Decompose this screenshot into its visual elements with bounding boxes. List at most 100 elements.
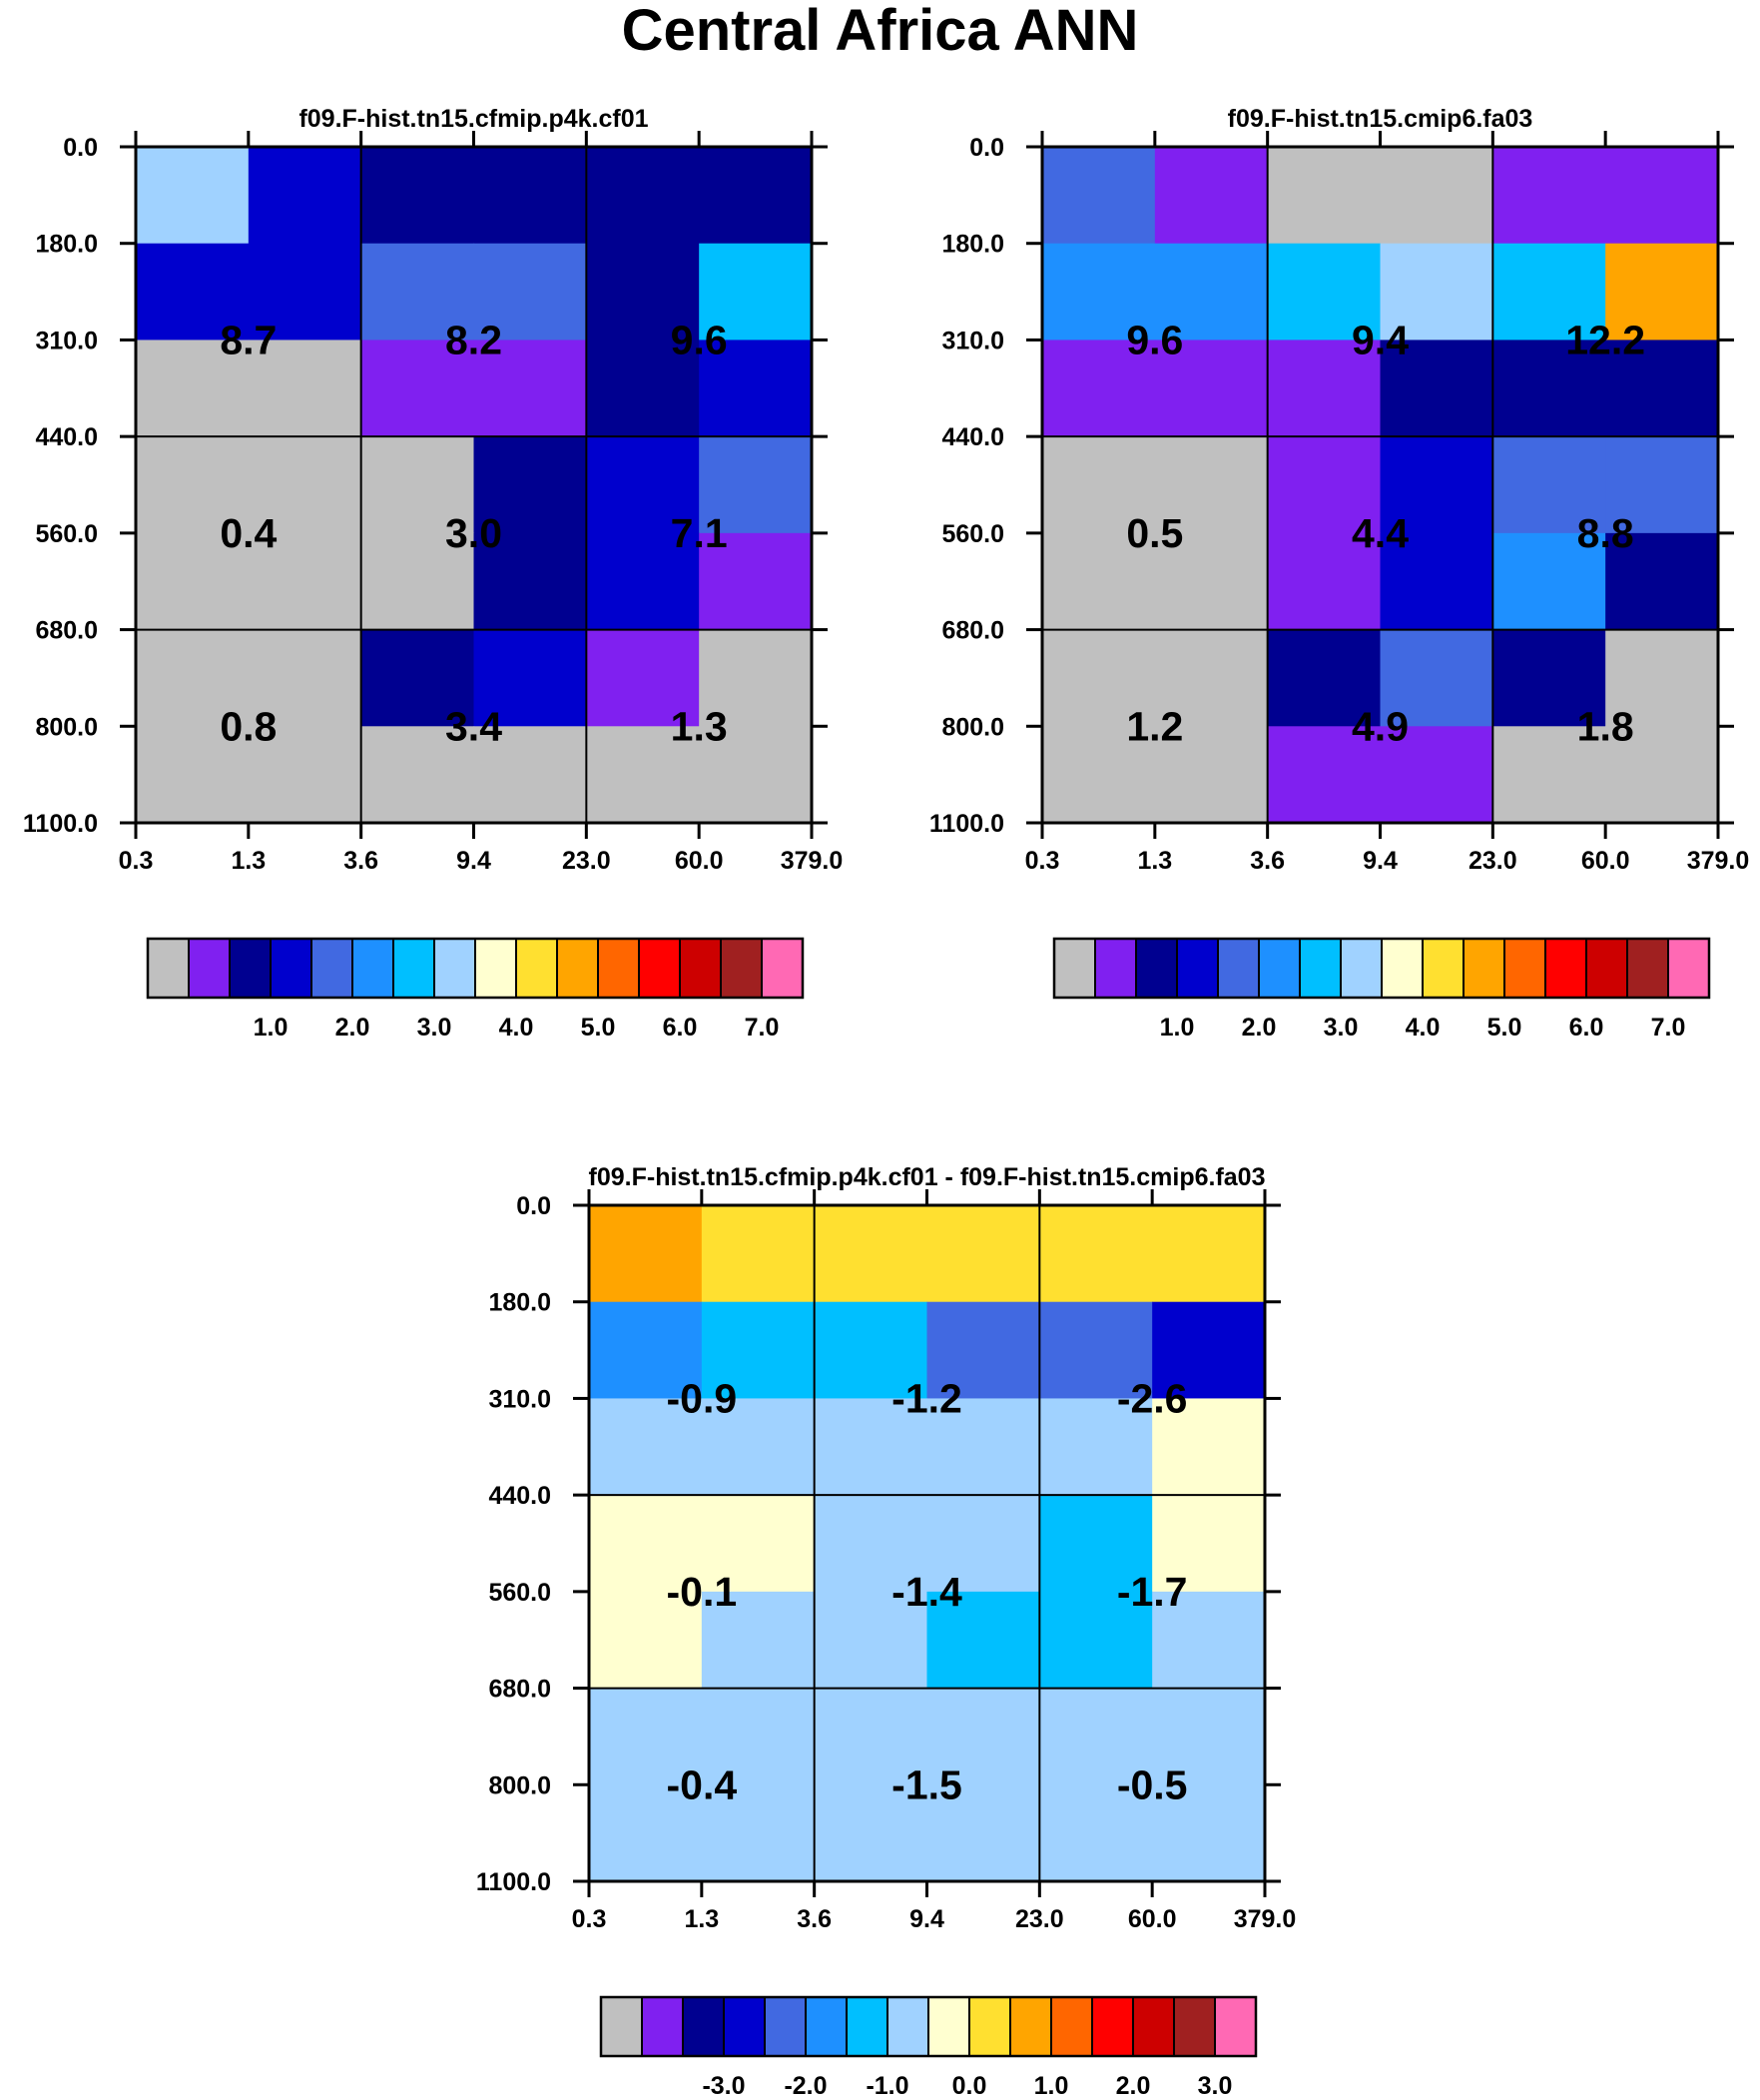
- heatmap-cell: [360, 147, 475, 245]
- colorbar-swatch: [1463, 938, 1505, 999]
- x-tick-label: 3.6: [343, 847, 378, 875]
- box-value-label: 7.1: [671, 510, 728, 556]
- heatmap-cell: [814, 1688, 928, 1785]
- box-value-label: 8.2: [445, 317, 502, 362]
- heatmap-cell: [1605, 340, 1719, 437]
- colorbar-label: 5.0: [581, 1014, 616, 1042]
- heatmap-cell: [360, 532, 475, 631]
- heatmap-cell: [1380, 243, 1493, 342]
- colorbar-label: 3.0: [417, 1014, 452, 1042]
- heatmap-cell: [701, 1205, 816, 1303]
- colorbar-label: 4.0: [499, 1014, 534, 1042]
- colorbar-swatch: [682, 1996, 725, 2057]
- heatmap-cell: [1267, 629, 1382, 727]
- colorbar-swatch: [679, 938, 722, 999]
- box-value-label: 1.3: [671, 703, 728, 749]
- colorbar-label: -2.0: [784, 2072, 827, 2100]
- colorbar-swatch: [1173, 1996, 1216, 2057]
- box-value-label: 9.6: [671, 317, 728, 362]
- heatmap-cell: [136, 147, 250, 245]
- colorbar-label: 1.0: [254, 1014, 289, 1042]
- y-tick-label: 800.0: [35, 713, 98, 741]
- heatmap-cell: [1380, 436, 1493, 534]
- colorbar-swatch: [556, 938, 599, 999]
- heatmap-cell: [589, 1301, 703, 1400]
- heatmap-cell: [136, 243, 250, 342]
- heatmap-cell: [1605, 243, 1719, 342]
- heatmap-cell: [586, 147, 700, 245]
- panel-title: f09.F-hist.tn15.cfmip.p4k.cf01 - f09.F-h…: [589, 1163, 1266, 1191]
- colorbar-swatch: [1299, 938, 1342, 999]
- panel-title: f09.F-hist.tn15.cmip6.fa03: [1228, 105, 1533, 133]
- colorbar-label: -3.0: [702, 2072, 745, 2100]
- box-value-label: -2.6: [1117, 1375, 1188, 1421]
- colorbar-swatch: [1094, 938, 1137, 999]
- box-value-label: 3.0: [445, 510, 502, 556]
- panel-2: f09.F-hist.tn15.cmip6.fa03 9.6 9.4 12.2 0.5 4…: [929, 105, 1749, 1042]
- heatmap-cell: [1154, 147, 1269, 245]
- box-value-label: 0.4: [220, 510, 277, 556]
- heatmap-cell: [814, 1398, 928, 1496]
- heatmap-cell: [589, 1784, 703, 1882]
- colorbar-swatch: [270, 938, 312, 999]
- colorbar-swatch: [1422, 938, 1465, 999]
- x-tick-label: 0.3: [119, 847, 154, 875]
- colorbar: 1.0 2.0 3.0 4.0 5.0 6.0 7.0: [1052, 937, 1711, 1042]
- heatmap-cell: [1039, 1301, 1153, 1400]
- heatmap-cell: [699, 532, 813, 631]
- y-tick-label: 1100.0: [929, 810, 1004, 838]
- x-tick-label: 23.0: [1015, 1905, 1064, 1933]
- heatmap-cell: [699, 629, 813, 727]
- heatmap-cell: [473, 436, 587, 534]
- box-value-label: -0.5: [1117, 1761, 1188, 1807]
- y-tick-label: 440.0: [941, 423, 1004, 451]
- heatmap-cell: [1042, 340, 1156, 437]
- heatmap-cell: [1152, 1398, 1266, 1496]
- colorbar-swatch: [1132, 1996, 1175, 2057]
- heatmap-cell: [136, 726, 250, 824]
- box-value-label: 0.5: [1126, 510, 1183, 556]
- colorbar-swatch: [1258, 938, 1301, 999]
- heatmap-cell: [699, 243, 813, 342]
- heatmap-cell: [136, 532, 250, 631]
- heatmap-cell: [1492, 243, 1606, 342]
- colorbar-swatch: [638, 938, 681, 999]
- heatmap-cell: [248, 629, 362, 727]
- y-tick-label: 0.0: [969, 134, 1004, 162]
- colorbar-label: 1.0: [1160, 1014, 1195, 1042]
- box-value-label: 8.8: [1577, 510, 1634, 556]
- y-tick-label: 680.0: [941, 617, 1004, 645]
- box-value-label: 9.6: [1126, 317, 1183, 362]
- heatmap-cell: [1492, 629, 1606, 727]
- y-tick-label: 1100.0: [23, 810, 98, 838]
- heatmap-cell: [1605, 726, 1719, 824]
- heatmap-cell: [1039, 1398, 1153, 1496]
- heatmap-cell: [1605, 532, 1719, 631]
- colorbar-swatch: [1544, 938, 1587, 999]
- colorbar-swatch: [351, 938, 394, 999]
- colorbar-swatch: [1009, 1996, 1052, 2057]
- heatmap-cell: [136, 436, 250, 534]
- heatmap-cell: [1154, 532, 1269, 631]
- panel-3: f09.F-hist.tn15.cfmip.p4k.cf01 - f09.F-h…: [476, 1163, 1296, 2100]
- colorbar-label: 6.0: [1569, 1014, 1604, 1042]
- heatmap-cell: [1267, 147, 1382, 245]
- box-value-label: -1.5: [891, 1761, 962, 1807]
- heatmap-cell: [701, 1398, 816, 1496]
- heatmap-cell: [589, 1205, 703, 1303]
- heatmap-cell: [473, 243, 587, 342]
- colorbar: -3.0 -2.0 -1.0 0.0 1.0 2.0 3.0: [599, 1995, 1258, 2100]
- y-tick-label: 800.0: [488, 1771, 551, 1799]
- heatmap-cell: [926, 1784, 1040, 1882]
- y-tick-label: 310.0: [941, 327, 1004, 354]
- heatmap-cell: [1492, 147, 1606, 245]
- colorbar-frame: [146, 937, 805, 1000]
- y-tick-label: 560.0: [941, 520, 1004, 548]
- y-tick-label: 560.0: [488, 1579, 551, 1607]
- heatmap-cell: [1042, 243, 1156, 342]
- heatmap-cell: [1039, 1688, 1153, 1785]
- heatmap-cell: [136, 340, 250, 437]
- y-tick-label: 0.0: [63, 134, 98, 162]
- heatmap-cell: [926, 1688, 1040, 1785]
